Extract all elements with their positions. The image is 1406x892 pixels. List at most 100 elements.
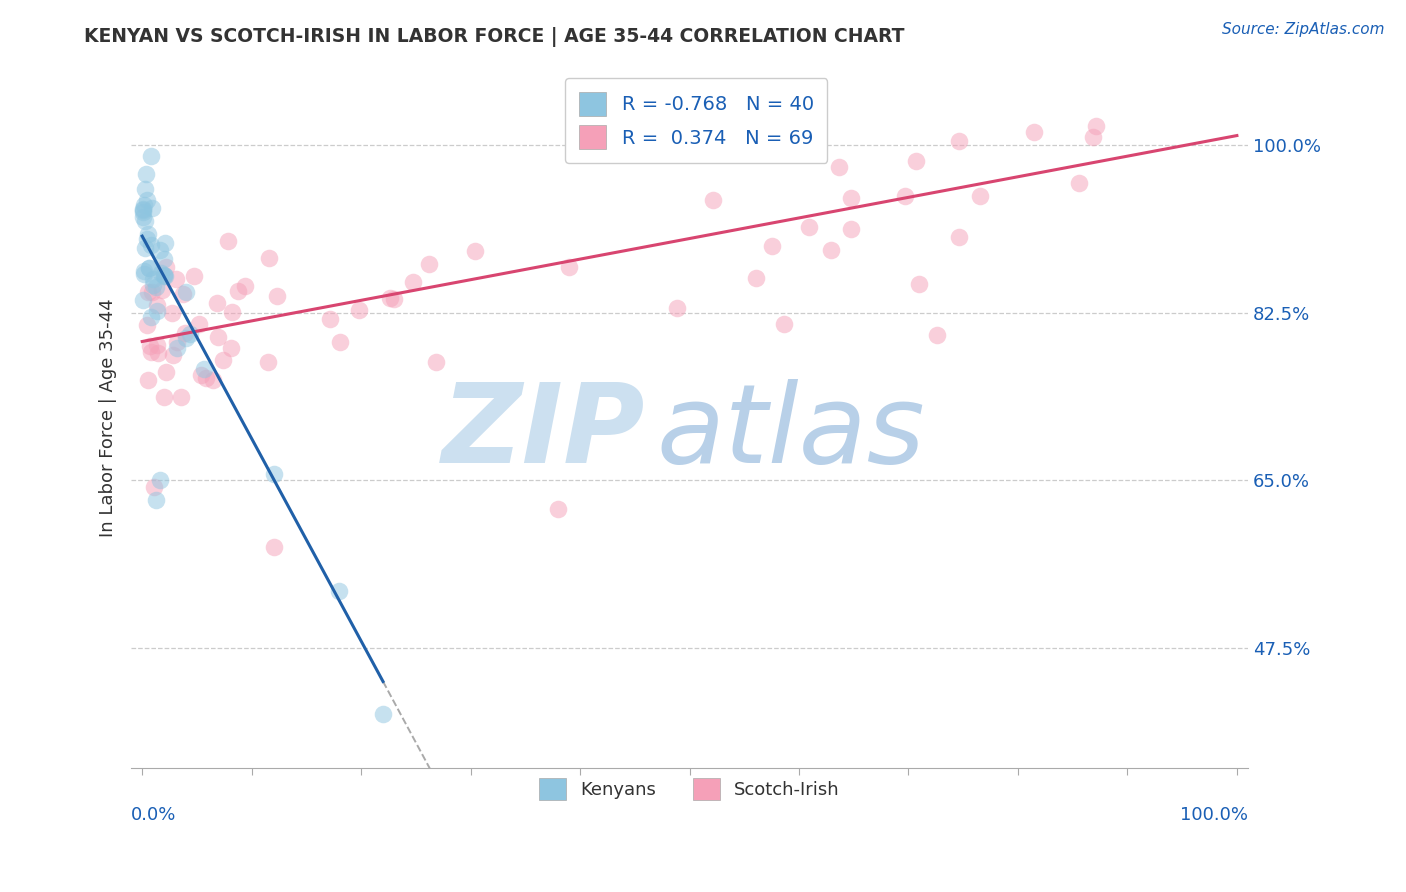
Point — [174, 326, 197, 341]
Point — [162, 348, 184, 362]
Point — [205, 296, 228, 310]
Point — [174, 285, 197, 299]
Point — [401, 276, 423, 290]
Point — [382, 292, 405, 306]
Point — [190, 368, 212, 382]
Point — [259, 251, 281, 265]
Point — [1067, 176, 1090, 190]
Point — [132, 202, 155, 217]
Point — [141, 310, 163, 324]
Point — [138, 374, 160, 388]
Point — [134, 181, 156, 195]
Point — [839, 222, 862, 236]
Point — [153, 252, 176, 267]
Point — [150, 266, 173, 280]
Point — [319, 311, 342, 326]
Text: 100.0%: 100.0% — [1180, 806, 1249, 824]
Point — [183, 269, 205, 284]
Point — [172, 286, 194, 301]
Point — [263, 541, 285, 555]
Point — [257, 355, 280, 369]
Point — [221, 305, 243, 319]
Point — [1084, 119, 1107, 133]
Point — [827, 160, 849, 174]
Point — [193, 362, 215, 376]
Point — [263, 467, 285, 481]
Point — [141, 201, 163, 215]
Point — [948, 230, 970, 244]
Point — [754, 119, 776, 133]
Point — [160, 305, 183, 319]
Point — [142, 272, 165, 286]
Point — [761, 239, 783, 253]
Point — [153, 390, 176, 404]
Point — [132, 211, 155, 225]
Point — [557, 260, 579, 274]
Point — [149, 474, 172, 488]
Point — [132, 202, 155, 216]
Text: ZIP: ZIP — [441, 378, 645, 485]
Point — [135, 232, 157, 246]
Point — [547, 502, 569, 516]
Point — [135, 167, 157, 181]
Point — [148, 346, 170, 360]
Point — [371, 707, 394, 722]
Point — [141, 285, 163, 299]
Point — [328, 584, 350, 599]
Point — [136, 285, 159, 299]
Point — [908, 277, 931, 291]
Point — [464, 244, 486, 259]
Point — [266, 289, 288, 303]
Point — [170, 390, 193, 404]
Point — [425, 354, 447, 368]
Point — [235, 279, 257, 293]
Point — [207, 330, 229, 344]
Point — [1083, 130, 1105, 145]
Text: Source: ZipAtlas.com: Source: ZipAtlas.com — [1222, 22, 1385, 37]
Point — [134, 241, 156, 255]
Point — [166, 272, 188, 286]
Point — [201, 373, 224, 387]
Point — [380, 291, 402, 305]
Point — [139, 339, 162, 353]
Point — [139, 149, 162, 163]
Point — [166, 335, 188, 350]
Point — [132, 204, 155, 219]
Point — [135, 318, 157, 332]
Point — [132, 264, 155, 278]
Point — [188, 318, 211, 332]
Point — [927, 328, 949, 343]
Point — [155, 260, 177, 274]
Point — [820, 244, 842, 258]
Point — [141, 345, 163, 359]
Legend: Kenyans, Scotch-Irish: Kenyans, Scotch-Irish — [531, 772, 846, 807]
Point — [217, 234, 239, 248]
Point — [149, 244, 172, 258]
Point — [134, 198, 156, 212]
Point — [904, 153, 927, 168]
Point — [155, 236, 177, 251]
Point — [132, 293, 155, 307]
Point — [219, 341, 242, 355]
Point — [146, 338, 169, 352]
Point — [150, 283, 173, 297]
Point — [195, 371, 218, 385]
Point — [143, 480, 166, 494]
Point — [146, 303, 169, 318]
Point — [329, 334, 352, 349]
Point — [347, 302, 370, 317]
Point — [1024, 125, 1046, 139]
Point — [138, 260, 160, 275]
Text: atlas: atlas — [657, 378, 925, 485]
Point — [134, 214, 156, 228]
Point — [179, 326, 201, 341]
Point — [138, 260, 160, 275]
Point — [418, 256, 440, 270]
Point — [773, 317, 796, 331]
Point — [702, 193, 724, 207]
Point — [145, 492, 167, 507]
Point — [745, 270, 768, 285]
Point — [145, 279, 167, 293]
Point — [841, 191, 863, 205]
Point — [174, 331, 197, 345]
